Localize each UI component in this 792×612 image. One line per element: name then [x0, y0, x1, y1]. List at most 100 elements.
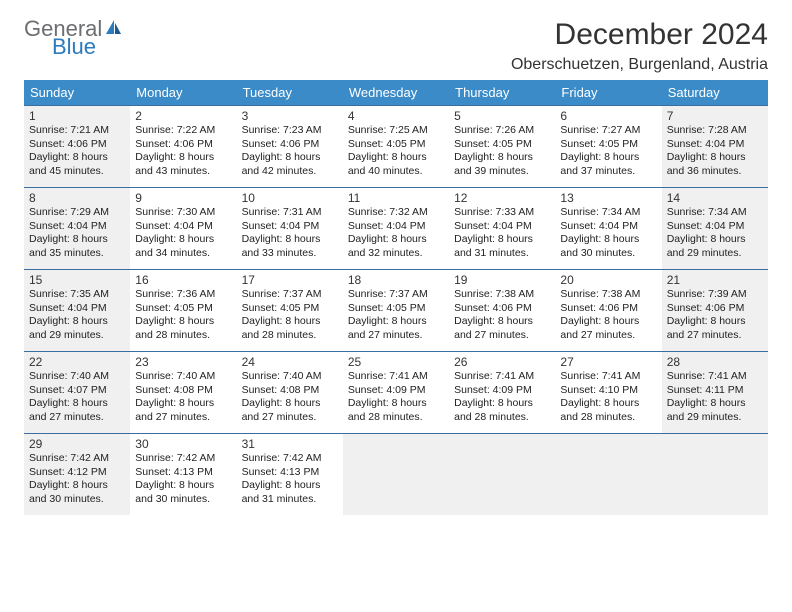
- day-number: 17: [242, 273, 338, 287]
- daylight-text-2: and 34 minutes.: [135, 247, 231, 261]
- day-cell: 20Sunrise: 7:38 AMSunset: 4:06 PMDayligh…: [555, 269, 661, 351]
- day-number: 19: [454, 273, 550, 287]
- day-info: Sunrise: 7:32 AMSunset: 4:04 PMDaylight:…: [348, 206, 444, 261]
- day-info: Sunrise: 7:26 AMSunset: 4:05 PMDaylight:…: [454, 124, 550, 179]
- day-info: Sunrise: 7:34 AMSunset: 4:04 PMDaylight:…: [667, 206, 763, 261]
- day-number: 1: [29, 109, 125, 123]
- day-cell: 15Sunrise: 7:35 AMSunset: 4:04 PMDayligh…: [24, 269, 130, 351]
- daylight-text-2: and 35 minutes.: [29, 247, 125, 261]
- day-number: 25: [348, 355, 444, 369]
- sunset-text: Sunset: 4:04 PM: [667, 138, 763, 152]
- day-cell: 12Sunrise: 7:33 AMSunset: 4:04 PMDayligh…: [449, 187, 555, 269]
- daylight-text-1: Daylight: 8 hours: [242, 397, 338, 411]
- day-info: Sunrise: 7:36 AMSunset: 4:05 PMDaylight:…: [135, 288, 231, 343]
- sunset-text: Sunset: 4:06 PM: [135, 138, 231, 152]
- day-number: 20: [560, 273, 656, 287]
- day-number: 16: [135, 273, 231, 287]
- daylight-text-1: Daylight: 8 hours: [135, 233, 231, 247]
- day-number: 26: [454, 355, 550, 369]
- daylight-text-1: Daylight: 8 hours: [135, 315, 231, 329]
- daylight-text-1: Daylight: 8 hours: [667, 151, 763, 165]
- day-info: Sunrise: 7:41 AMSunset: 4:09 PMDaylight:…: [454, 370, 550, 425]
- empty-cell: [555, 433, 661, 515]
- day-cell: 18Sunrise: 7:37 AMSunset: 4:05 PMDayligh…: [343, 269, 449, 351]
- sunrise-text: Sunrise: 7:38 AM: [454, 288, 550, 302]
- sunset-text: Sunset: 4:08 PM: [242, 384, 338, 398]
- sunset-text: Sunset: 4:04 PM: [454, 220, 550, 234]
- day-info: Sunrise: 7:39 AMSunset: 4:06 PMDaylight:…: [667, 288, 763, 343]
- day-info: Sunrise: 7:38 AMSunset: 4:06 PMDaylight:…: [454, 288, 550, 343]
- day-info: Sunrise: 7:38 AMSunset: 4:06 PMDaylight:…: [560, 288, 656, 343]
- sunset-text: Sunset: 4:08 PM: [135, 384, 231, 398]
- sunset-text: Sunset: 4:04 PM: [135, 220, 231, 234]
- day-number: 5: [454, 109, 550, 123]
- logo-text-blue: Blue: [52, 36, 124, 58]
- sunset-text: Sunset: 4:05 PM: [348, 138, 444, 152]
- day-number: 10: [242, 191, 338, 205]
- daylight-text-2: and 39 minutes.: [454, 165, 550, 179]
- sunrise-text: Sunrise: 7:40 AM: [29, 370, 125, 384]
- sunset-text: Sunset: 4:05 PM: [135, 302, 231, 316]
- daylight-text-1: Daylight: 8 hours: [29, 151, 125, 165]
- day-number: 9: [135, 191, 231, 205]
- day-cell: 19Sunrise: 7:38 AMSunset: 4:06 PMDayligh…: [449, 269, 555, 351]
- sunset-text: Sunset: 4:12 PM: [29, 466, 125, 480]
- sunset-text: Sunset: 4:06 PM: [242, 138, 338, 152]
- day-info: Sunrise: 7:30 AMSunset: 4:04 PMDaylight:…: [135, 206, 231, 261]
- daylight-text-2: and 45 minutes.: [29, 165, 125, 179]
- sunrise-text: Sunrise: 7:30 AM: [135, 206, 231, 220]
- day-cell: 5Sunrise: 7:26 AMSunset: 4:05 PMDaylight…: [449, 105, 555, 187]
- sunrise-text: Sunrise: 7:41 AM: [667, 370, 763, 384]
- daylight-text-2: and 43 minutes.: [135, 165, 231, 179]
- day-cell: 30Sunrise: 7:42 AMSunset: 4:13 PMDayligh…: [130, 433, 236, 515]
- logo: General Blue: [24, 18, 124, 58]
- daylight-text-1: Daylight: 8 hours: [667, 233, 763, 247]
- sunrise-text: Sunrise: 7:41 AM: [560, 370, 656, 384]
- sunrise-text: Sunrise: 7:27 AM: [560, 124, 656, 138]
- daylight-text-2: and 27 minutes.: [29, 411, 125, 425]
- daylight-text-2: and 28 minutes.: [348, 411, 444, 425]
- sunset-text: Sunset: 4:04 PM: [29, 220, 125, 234]
- weekday-header: Monday: [130, 80, 236, 105]
- sunset-text: Sunset: 4:05 PM: [560, 138, 656, 152]
- sunset-text: Sunset: 4:05 PM: [454, 138, 550, 152]
- day-cell: 1Sunrise: 7:21 AMSunset: 4:06 PMDaylight…: [24, 105, 130, 187]
- day-cell: 3Sunrise: 7:23 AMSunset: 4:06 PMDaylight…: [237, 105, 343, 187]
- day-number: 6: [560, 109, 656, 123]
- daylight-text-1: Daylight: 8 hours: [667, 397, 763, 411]
- location: Oberschuetzen, Burgenland, Austria: [511, 56, 768, 74]
- day-info: Sunrise: 7:37 AMSunset: 4:05 PMDaylight:…: [348, 288, 444, 343]
- weekday-header: Thursday: [449, 80, 555, 105]
- daylight-text-2: and 30 minutes.: [135, 493, 231, 507]
- day-number: 31: [242, 437, 338, 451]
- day-cell: 28Sunrise: 7:41 AMSunset: 4:11 PMDayligh…: [662, 351, 768, 433]
- empty-cell: [449, 433, 555, 515]
- weekday-header: Tuesday: [237, 80, 343, 105]
- daylight-text-1: Daylight: 8 hours: [348, 233, 444, 247]
- sunset-text: Sunset: 4:06 PM: [667, 302, 763, 316]
- sunset-text: Sunset: 4:13 PM: [135, 466, 231, 480]
- day-info: Sunrise: 7:42 AMSunset: 4:13 PMDaylight:…: [242, 452, 338, 507]
- day-number: 24: [242, 355, 338, 369]
- day-info: Sunrise: 7:23 AMSunset: 4:06 PMDaylight:…: [242, 124, 338, 179]
- daylight-text-1: Daylight: 8 hours: [29, 315, 125, 329]
- day-cell: 13Sunrise: 7:34 AMSunset: 4:04 PMDayligh…: [555, 187, 661, 269]
- sunrise-text: Sunrise: 7:42 AM: [29, 452, 125, 466]
- daylight-text-2: and 42 minutes.: [242, 165, 338, 179]
- day-info: Sunrise: 7:21 AMSunset: 4:06 PMDaylight:…: [29, 124, 125, 179]
- day-number: 27: [560, 355, 656, 369]
- daylight-text-2: and 27 minutes.: [454, 329, 550, 343]
- sunrise-text: Sunrise: 7:35 AM: [29, 288, 125, 302]
- sunset-text: Sunset: 4:05 PM: [242, 302, 338, 316]
- sunrise-text: Sunrise: 7:42 AM: [135, 452, 231, 466]
- sunrise-text: Sunrise: 7:23 AM: [242, 124, 338, 138]
- header: General Blue December 2024 Oberschuetzen…: [24, 18, 768, 74]
- daylight-text-1: Daylight: 8 hours: [560, 233, 656, 247]
- sunset-text: Sunset: 4:06 PM: [29, 138, 125, 152]
- sunrise-text: Sunrise: 7:34 AM: [560, 206, 656, 220]
- day-cell: 22Sunrise: 7:40 AMSunset: 4:07 PMDayligh…: [24, 351, 130, 433]
- daylight-text-1: Daylight: 8 hours: [242, 315, 338, 329]
- daylight-text-1: Daylight: 8 hours: [560, 397, 656, 411]
- day-cell: 6Sunrise: 7:27 AMSunset: 4:05 PMDaylight…: [555, 105, 661, 187]
- day-cell: 27Sunrise: 7:41 AMSunset: 4:10 PMDayligh…: [555, 351, 661, 433]
